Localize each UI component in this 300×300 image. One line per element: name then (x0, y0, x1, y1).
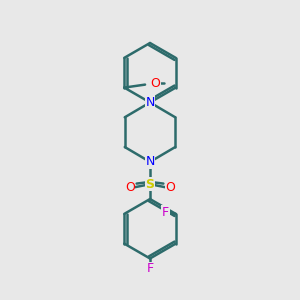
Text: O: O (125, 181, 135, 194)
Text: F: F (146, 262, 154, 275)
Text: N: N (145, 155, 155, 168)
Text: S: S (146, 178, 154, 191)
Text: O: O (165, 181, 175, 194)
Text: F: F (162, 206, 169, 219)
Text: O: O (151, 76, 160, 90)
Text: N: N (145, 96, 155, 109)
